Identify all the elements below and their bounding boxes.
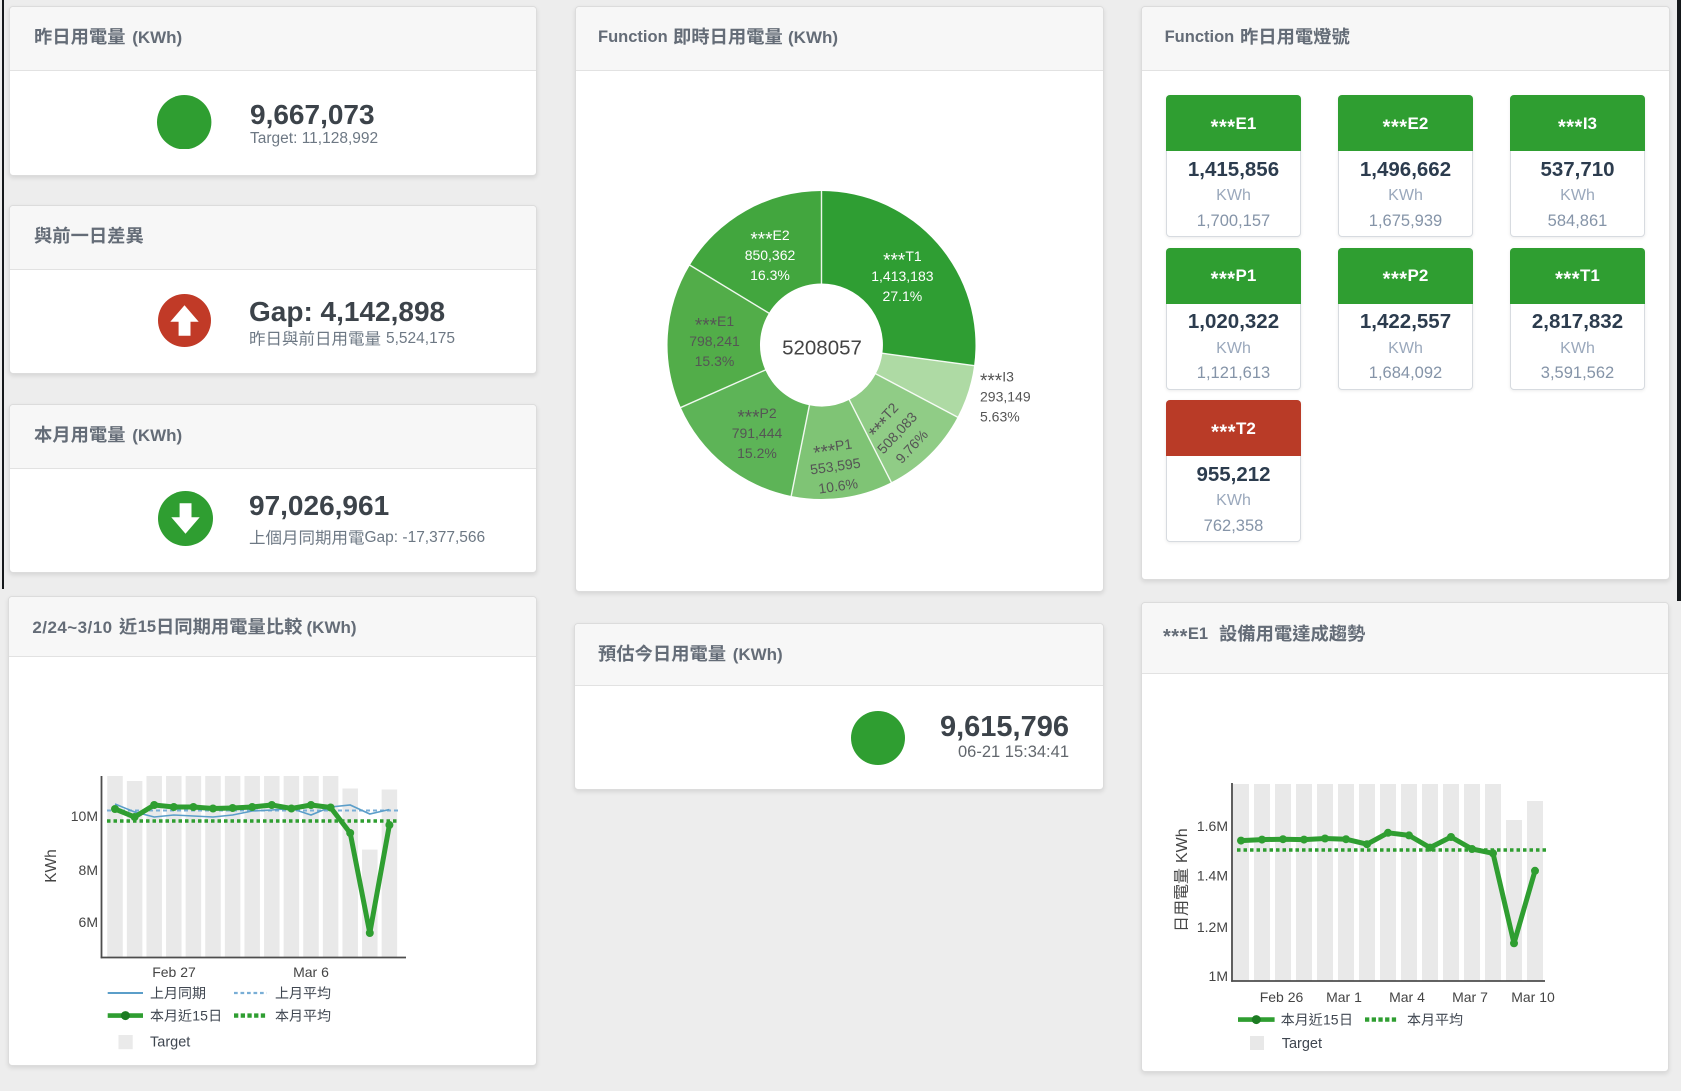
svg-text:10.6%: 10.6%	[817, 475, 859, 496]
svg-text:***P2: ***P2	[737, 405, 777, 429]
svg-text:5208057: 5208057	[782, 337, 862, 360]
svg-text:6M: 6M	[79, 914, 98, 930]
svg-text:Mar 7: Mar 7	[1452, 989, 1488, 1005]
svg-text:Target: Target	[1282, 1036, 1322, 1052]
svg-text:***T1: ***T1	[883, 248, 922, 272]
svg-text:Mar 6: Mar 6	[293, 964, 329, 980]
svg-text:798,241: 798,241	[689, 333, 740, 349]
svg-text:KWh: KWh	[1174, 828, 1191, 863]
svg-text:1.4M: 1.4M	[1197, 868, 1228, 884]
svg-text:1M: 1M	[1209, 968, 1228, 984]
svg-text:***P1: ***P1	[812, 436, 854, 465]
svg-text:Mar 4: Mar 4	[1389, 989, 1425, 1005]
svg-text:***E1: ***E1	[695, 313, 735, 337]
svg-text:***I3: ***I3	[980, 369, 1014, 393]
svg-text:***E2: ***E2	[750, 227, 790, 251]
svg-text:15.2%: 15.2%	[737, 445, 777, 461]
svg-text:553,595: 553,595	[809, 455, 862, 478]
svg-text:15: 15	[1323, 1012, 1339, 1028]
svg-text:1.6M: 1.6M	[1197, 818, 1228, 834]
svg-text:Feb 26: Feb 26	[1260, 989, 1304, 1005]
svg-text:Mar 10: Mar 10	[1511, 989, 1555, 1005]
svg-text:27.1%: 27.1%	[883, 288, 923, 304]
svg-text:16.3%: 16.3%	[750, 267, 790, 283]
svg-text:293,149: 293,149	[980, 389, 1031, 405]
svg-text:8M: 8M	[79, 862, 98, 878]
svg-text:850,362: 850,362	[745, 247, 796, 263]
svg-text:Feb 27: Feb 27	[152, 964, 196, 980]
svg-text:10M: 10M	[71, 808, 98, 824]
svg-text:15: 15	[192, 1008, 208, 1024]
svg-text:1,413,183: 1,413,183	[871, 268, 933, 284]
svg-text:Mar 1: Mar 1	[1326, 989, 1362, 1005]
svg-text:791,444: 791,444	[732, 425, 783, 441]
svg-text:5.63%: 5.63%	[980, 409, 1020, 425]
svg-text:Target: Target	[150, 1035, 190, 1051]
svg-text:15.3%: 15.3%	[695, 353, 735, 369]
svg-text:1.2M: 1.2M	[1197, 919, 1228, 935]
svg-text:KWh: KWh	[43, 849, 60, 883]
